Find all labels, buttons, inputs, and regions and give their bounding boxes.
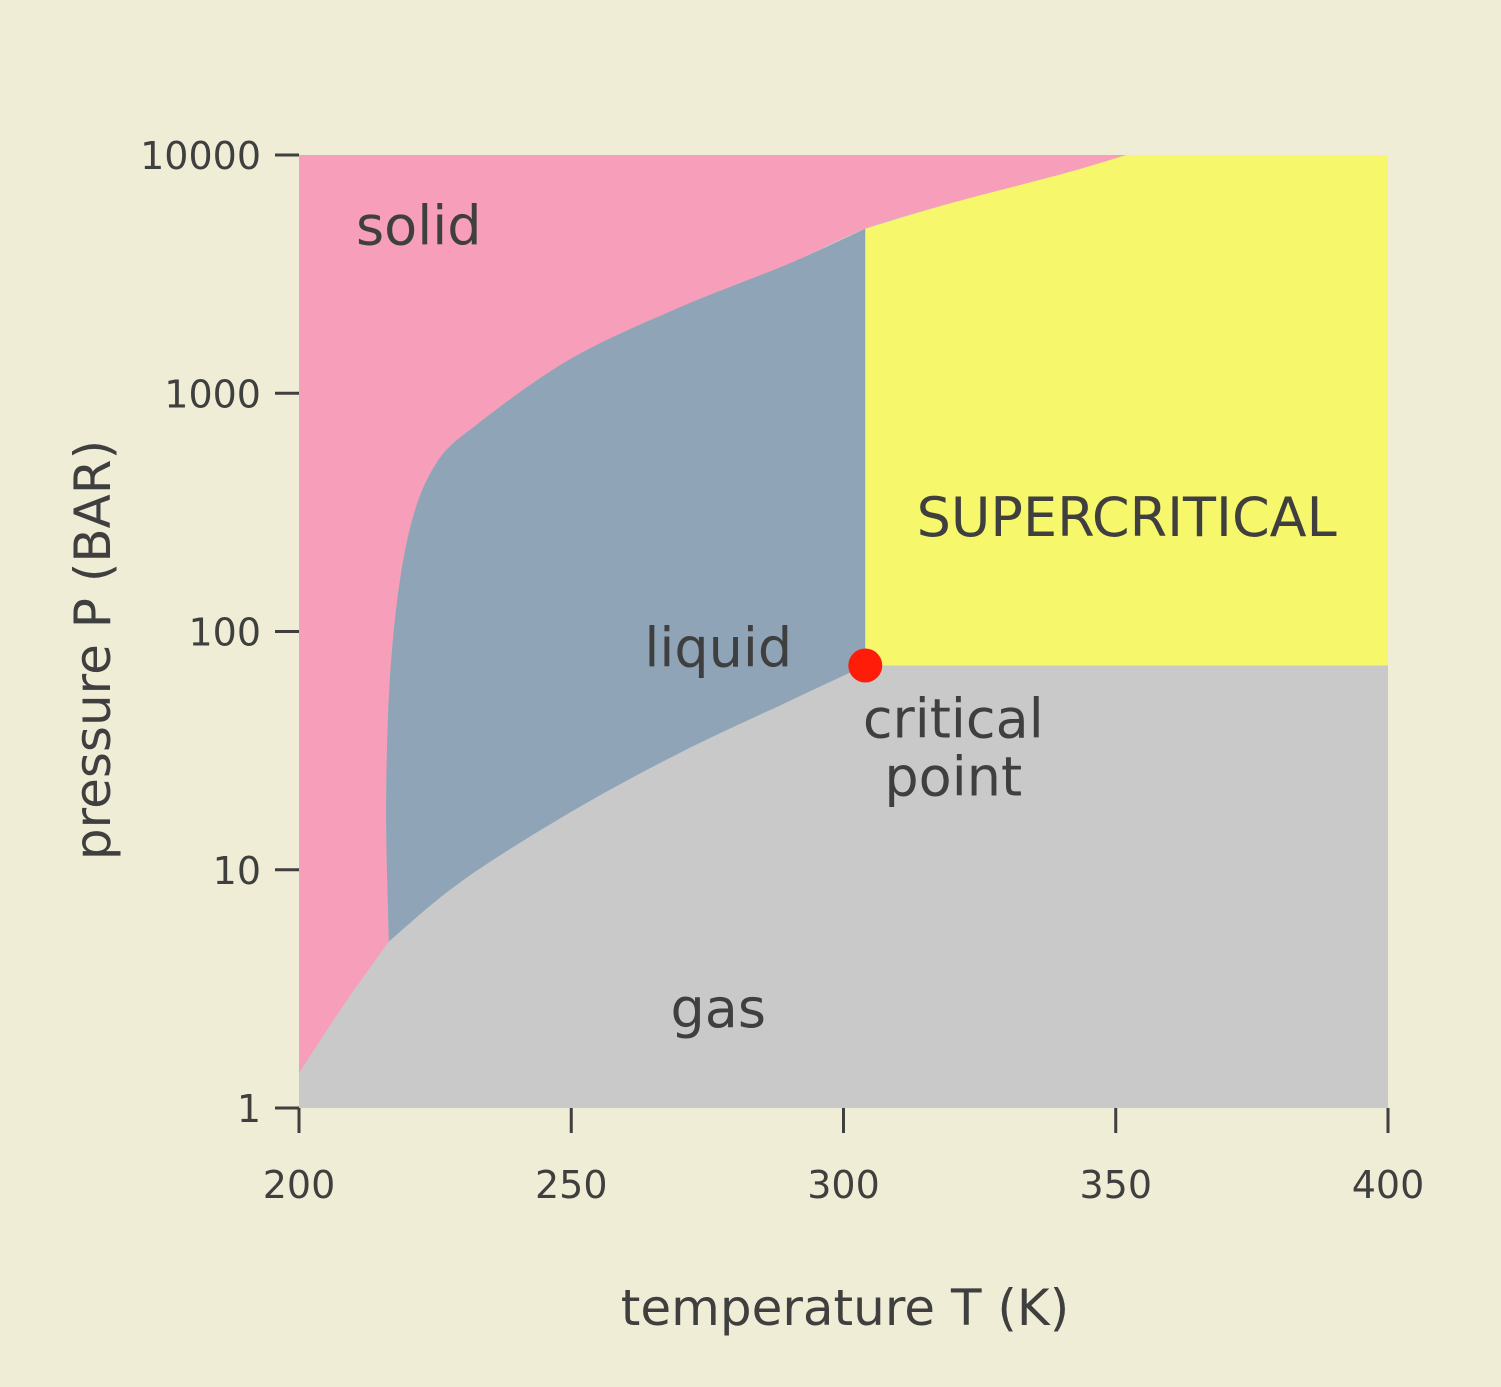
y-axis-label: pressure P (BAR) — [64, 440, 122, 860]
x-axis-label: temperature T (K) — [621, 1279, 1069, 1337]
y-tick-label: 1 — [237, 1087, 261, 1131]
supercritical-region — [865, 155, 1388, 666]
x-tick-label: 300 — [807, 1163, 880, 1207]
y-tick-label: 10000 — [140, 134, 261, 178]
y-tick-label: 1000 — [164, 372, 261, 416]
phase-regions — [299, 155, 1388, 1108]
region-label-liquid: liquid — [644, 616, 792, 679]
x-tick-label: 400 — [1352, 1163, 1425, 1207]
critical-point-label-line1: critical — [863, 687, 1044, 750]
axes: 200 250 300 350 400 1 10 100 1000 10000 — [140, 134, 1424, 1207]
critical-point-marker — [848, 648, 883, 683]
x-tick-label: 350 — [1079, 1163, 1152, 1207]
region-label-supercritical: SUPERCRITICAL — [917, 486, 1337, 549]
y-tick-label: 10 — [213, 849, 261, 893]
y-tick-label: 100 — [188, 611, 261, 655]
region-label-solid: solid — [356, 195, 481, 258]
critical-point-label-line2: point — [884, 745, 1022, 808]
region-label-gas: gas — [671, 977, 767, 1040]
x-tick-label: 200 — [263, 1163, 336, 1207]
liquid-region — [386, 228, 866, 942]
x-tick-label: 250 — [535, 1163, 608, 1207]
